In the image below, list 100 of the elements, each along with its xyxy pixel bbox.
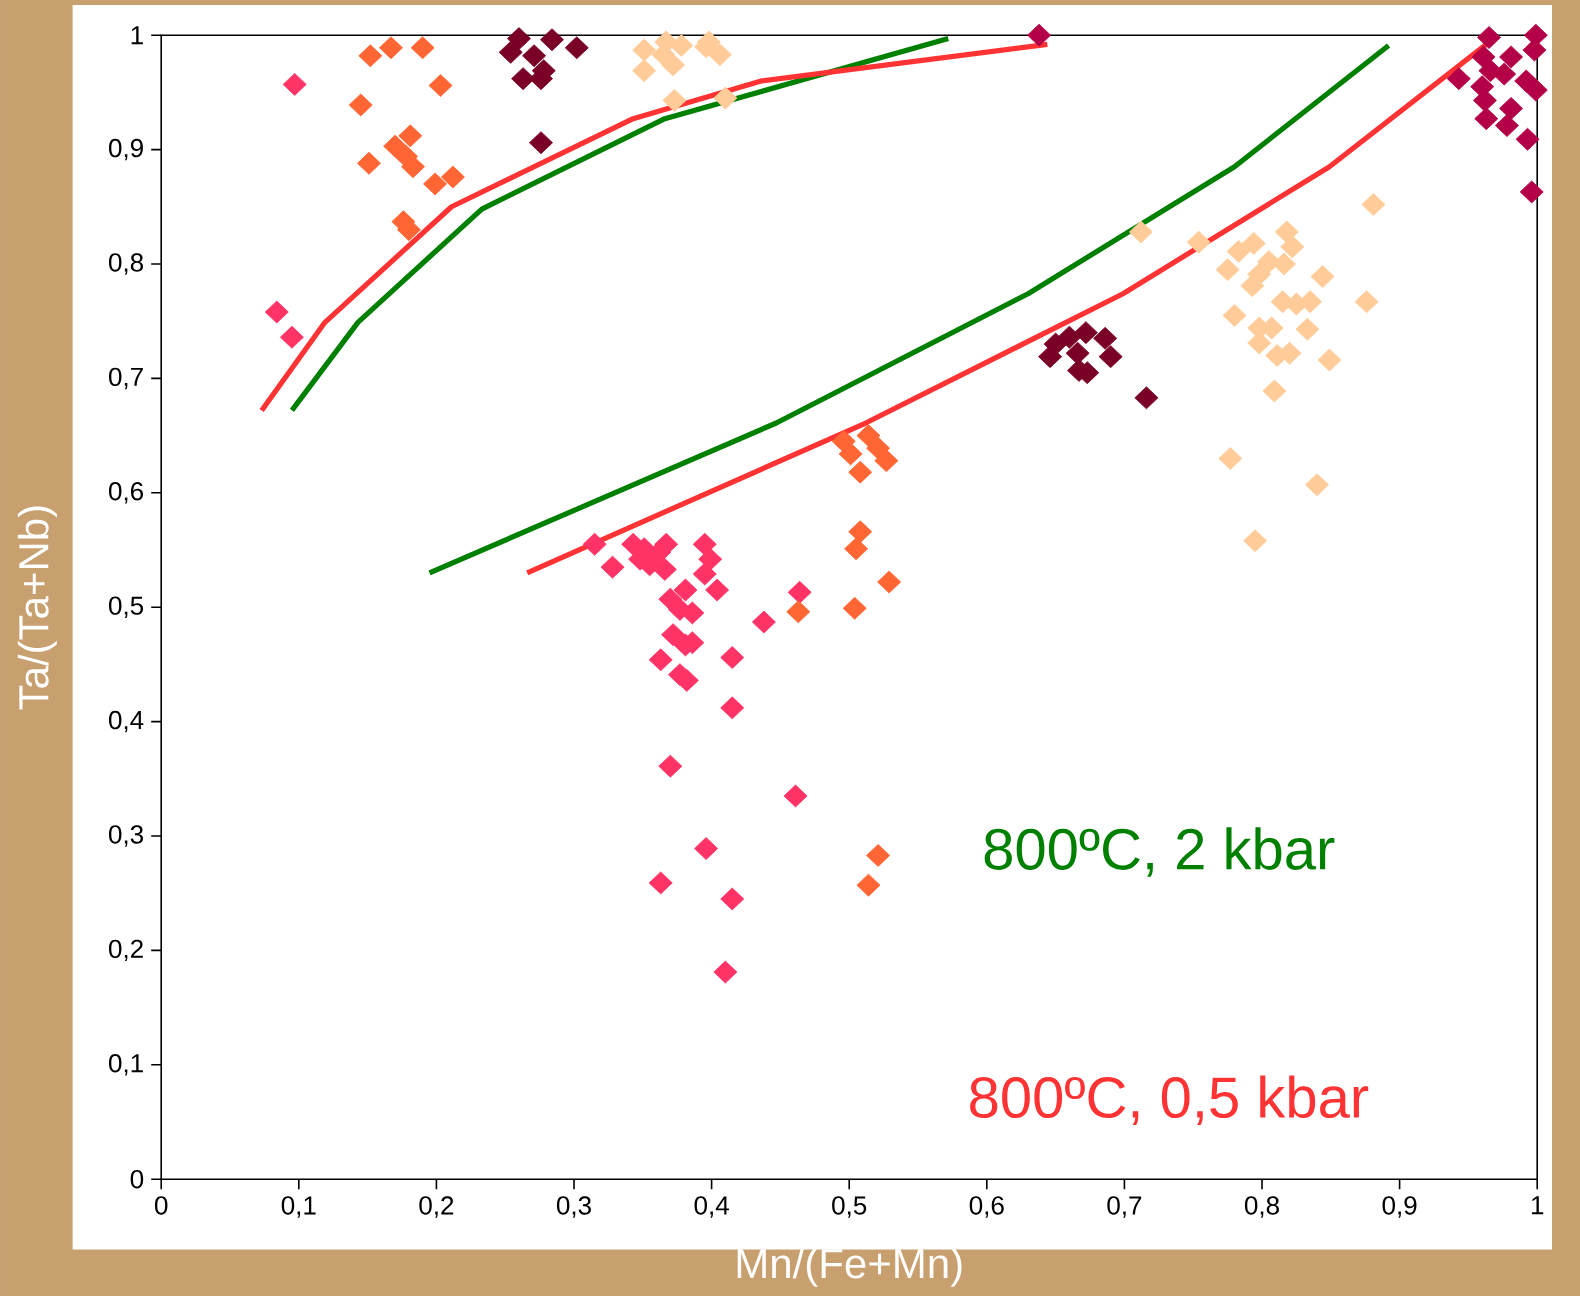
point bbox=[1499, 45, 1524, 69]
point bbox=[707, 43, 732, 67]
x-tick-label: 0,9 bbox=[1382, 1196, 1417, 1218]
point bbox=[713, 86, 738, 110]
y-axis-title: Ta/(Ta+Nb) bbox=[17, 506, 57, 710]
point bbox=[705, 578, 730, 602]
point bbox=[1317, 348, 1342, 372]
x-tick-label: 0,5 bbox=[832, 1196, 867, 1218]
y-tick-label: 0,1 bbox=[109, 1054, 143, 1076]
point bbox=[398, 124, 423, 148]
point bbox=[692, 532, 717, 556]
point bbox=[787, 580, 812, 604]
x-tick-label: 0,3 bbox=[556, 1196, 591, 1218]
point bbox=[1038, 345, 1063, 369]
point bbox=[694, 837, 719, 860]
point bbox=[632, 38, 657, 62]
point bbox=[529, 131, 553, 155]
text: 800ºC, 2 kbar bbox=[984, 827, 1335, 877]
point bbox=[1280, 235, 1305, 259]
y-tick-label: 0,4 bbox=[109, 710, 144, 733]
point bbox=[874, 449, 899, 473]
point bbox=[848, 520, 873, 544]
point bbox=[1128, 220, 1153, 244]
point bbox=[264, 300, 289, 324]
point bbox=[1522, 38, 1547, 62]
point bbox=[786, 600, 811, 624]
point bbox=[1240, 274, 1265, 298]
point bbox=[1492, 62, 1517, 86]
x-tick-label: 0,2 bbox=[419, 1196, 454, 1218]
point bbox=[498, 40, 523, 64]
y-tick-label: 0,7 bbox=[109, 367, 143, 390]
point bbox=[379, 36, 403, 60]
point bbox=[358, 44, 383, 68]
x-tick-label: 1 bbox=[1531, 1196, 1544, 1215]
x-tick-label: 0,8 bbox=[1244, 1196, 1279, 1218]
x-axis-title: Mn/(Fe+Mn) bbox=[737, 1247, 962, 1287]
point bbox=[522, 44, 547, 68]
y-tick-label: 0,2 bbox=[109, 939, 143, 962]
point bbox=[1295, 317, 1320, 341]
point bbox=[1515, 127, 1540, 151]
point bbox=[632, 59, 657, 83]
point bbox=[1361, 193, 1386, 216]
x-tick-label: 0,4 bbox=[694, 1196, 729, 1218]
point bbox=[1499, 97, 1524, 120]
point bbox=[751, 610, 776, 634]
point bbox=[1274, 220, 1299, 244]
point bbox=[844, 537, 869, 561]
point bbox=[720, 887, 745, 911]
point bbox=[423, 172, 447, 196]
y-tick-label: 0,3 bbox=[109, 825, 144, 847]
point bbox=[1472, 89, 1497, 112]
y-tick-label: 0,8 bbox=[109, 253, 144, 275]
point bbox=[842, 596, 867, 620]
point bbox=[658, 754, 683, 778]
point bbox=[1477, 26, 1501, 49]
point bbox=[1226, 240, 1251, 263]
point bbox=[669, 34, 694, 57]
point bbox=[428, 74, 453, 97]
point bbox=[600, 555, 625, 579]
point bbox=[279, 325, 304, 349]
point bbox=[582, 532, 607, 556]
point bbox=[720, 646, 745, 669]
point bbox=[866, 436, 891, 460]
point bbox=[1474, 107, 1499, 131]
point bbox=[856, 873, 881, 897]
point bbox=[1519, 180, 1544, 204]
point bbox=[1354, 290, 1379, 314]
y-tick-label: 0,9 bbox=[109, 138, 143, 161]
point bbox=[282, 72, 307, 96]
y-tick-label: 1 bbox=[131, 26, 143, 45]
point bbox=[713, 960, 738, 984]
point bbox=[1222, 304, 1247, 327]
point bbox=[1186, 230, 1211, 254]
point bbox=[838, 442, 863, 466]
point bbox=[1262, 379, 1287, 403]
point bbox=[720, 696, 745, 720]
point bbox=[1134, 386, 1159, 410]
point bbox=[1305, 473, 1329, 497]
point bbox=[698, 547, 723, 571]
point bbox=[357, 151, 381, 175]
point bbox=[1272, 252, 1296, 276]
point bbox=[648, 871, 673, 895]
point bbox=[783, 784, 808, 808]
point bbox=[1027, 23, 1052, 47]
point bbox=[1523, 78, 1548, 102]
point bbox=[1065, 341, 1090, 365]
point bbox=[348, 93, 373, 117]
point bbox=[1073, 321, 1098, 345]
point bbox=[564, 36, 589, 60]
point bbox=[410, 36, 435, 60]
point bbox=[440, 165, 465, 189]
point bbox=[1218, 447, 1243, 470]
point bbox=[1241, 232, 1266, 255]
point bbox=[1093, 326, 1118, 350]
y-tick-label: 0,5 bbox=[109, 596, 144, 618]
point bbox=[1098, 345, 1123, 369]
y-tick-label: 0,6 bbox=[109, 482, 144, 504]
point bbox=[877, 570, 902, 594]
point bbox=[1215, 258, 1240, 282]
point bbox=[1243, 529, 1268, 553]
